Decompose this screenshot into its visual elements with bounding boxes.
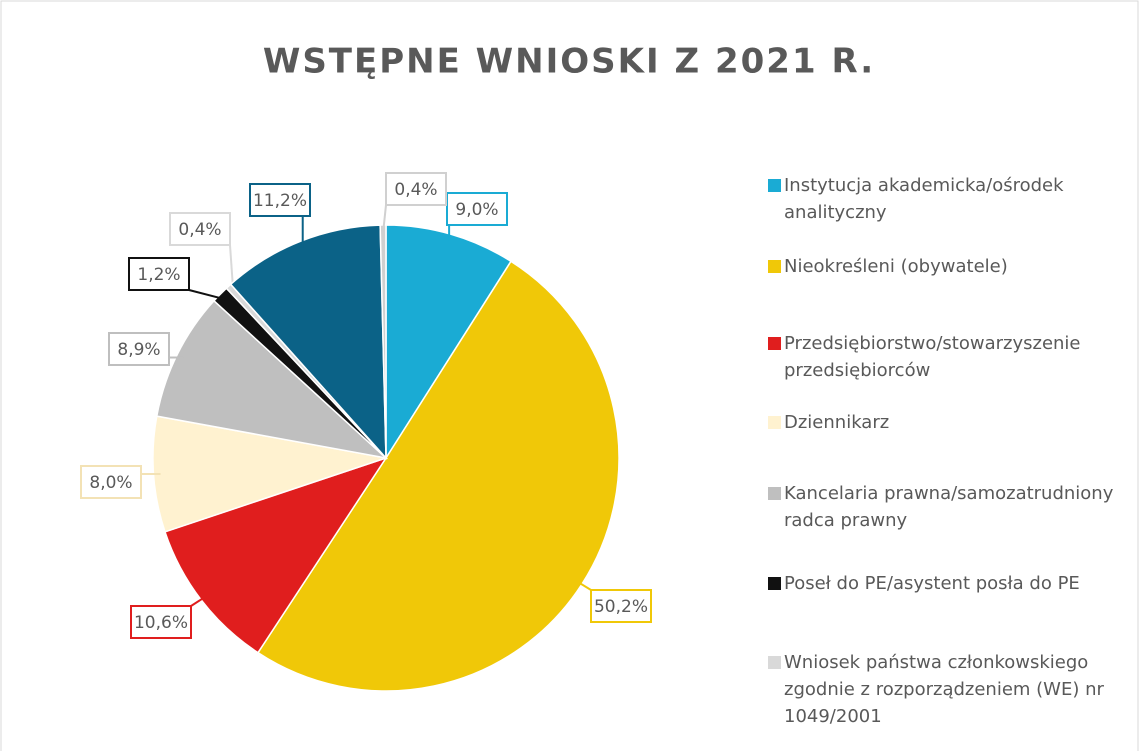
label-box xyxy=(128,257,190,291)
legend-label: Instytucja akademicka/ośrodek analityczny xyxy=(784,175,1064,223)
data-label: 0,4% xyxy=(394,180,437,200)
legend-label: Kancelaria prawna/samozatrudniony radca p… xyxy=(784,483,1114,531)
label-box xyxy=(169,212,231,246)
label-box xyxy=(446,192,508,226)
data-label: 50,2% xyxy=(594,597,648,617)
leader-line xyxy=(190,594,208,607)
leader-line xyxy=(188,289,226,301)
chart-title: WSTĘPNE WNIOSKI Z 2021 R. xyxy=(263,42,875,82)
data-label: 9,0% xyxy=(455,200,498,220)
data-label: 8,9% xyxy=(117,340,160,360)
legend-label: Dziennikarz xyxy=(784,412,889,433)
pie-slice xyxy=(229,224,387,461)
data-label: 11,2% xyxy=(253,191,307,211)
leader-line xyxy=(575,579,592,591)
leader-line xyxy=(382,204,387,233)
label-box xyxy=(130,605,192,639)
legend-swatch xyxy=(768,656,781,669)
data-label: 0,4% xyxy=(178,220,221,240)
pie-slice xyxy=(155,299,389,460)
legend-label: Przedsiębiorstwo/stowarzyszenie przedsięb… xyxy=(784,333,1081,381)
label-box xyxy=(108,332,170,366)
data-label: 10,6% xyxy=(134,613,188,633)
label-box xyxy=(385,172,447,206)
legend-label: Poseł do PE/asystent posła do PE xyxy=(784,573,1080,594)
legend-swatch xyxy=(768,487,781,500)
legend-swatch xyxy=(768,337,781,350)
legend-swatch xyxy=(768,416,781,429)
label-box xyxy=(590,589,652,623)
legend-swatch xyxy=(768,260,781,273)
legend-swatch xyxy=(768,179,781,192)
legend-swatch xyxy=(768,577,781,590)
data-label: 1,2% xyxy=(137,265,180,285)
data-label: 8,0% xyxy=(89,473,132,493)
pie-slice xyxy=(385,224,512,461)
label-box xyxy=(249,183,311,217)
legend-label: Nieokreśleni (obywatele) xyxy=(784,256,1008,277)
label-box xyxy=(80,465,142,499)
legend-label: Wniosek państwa członkowskiego zgodnie z … xyxy=(784,652,1105,727)
